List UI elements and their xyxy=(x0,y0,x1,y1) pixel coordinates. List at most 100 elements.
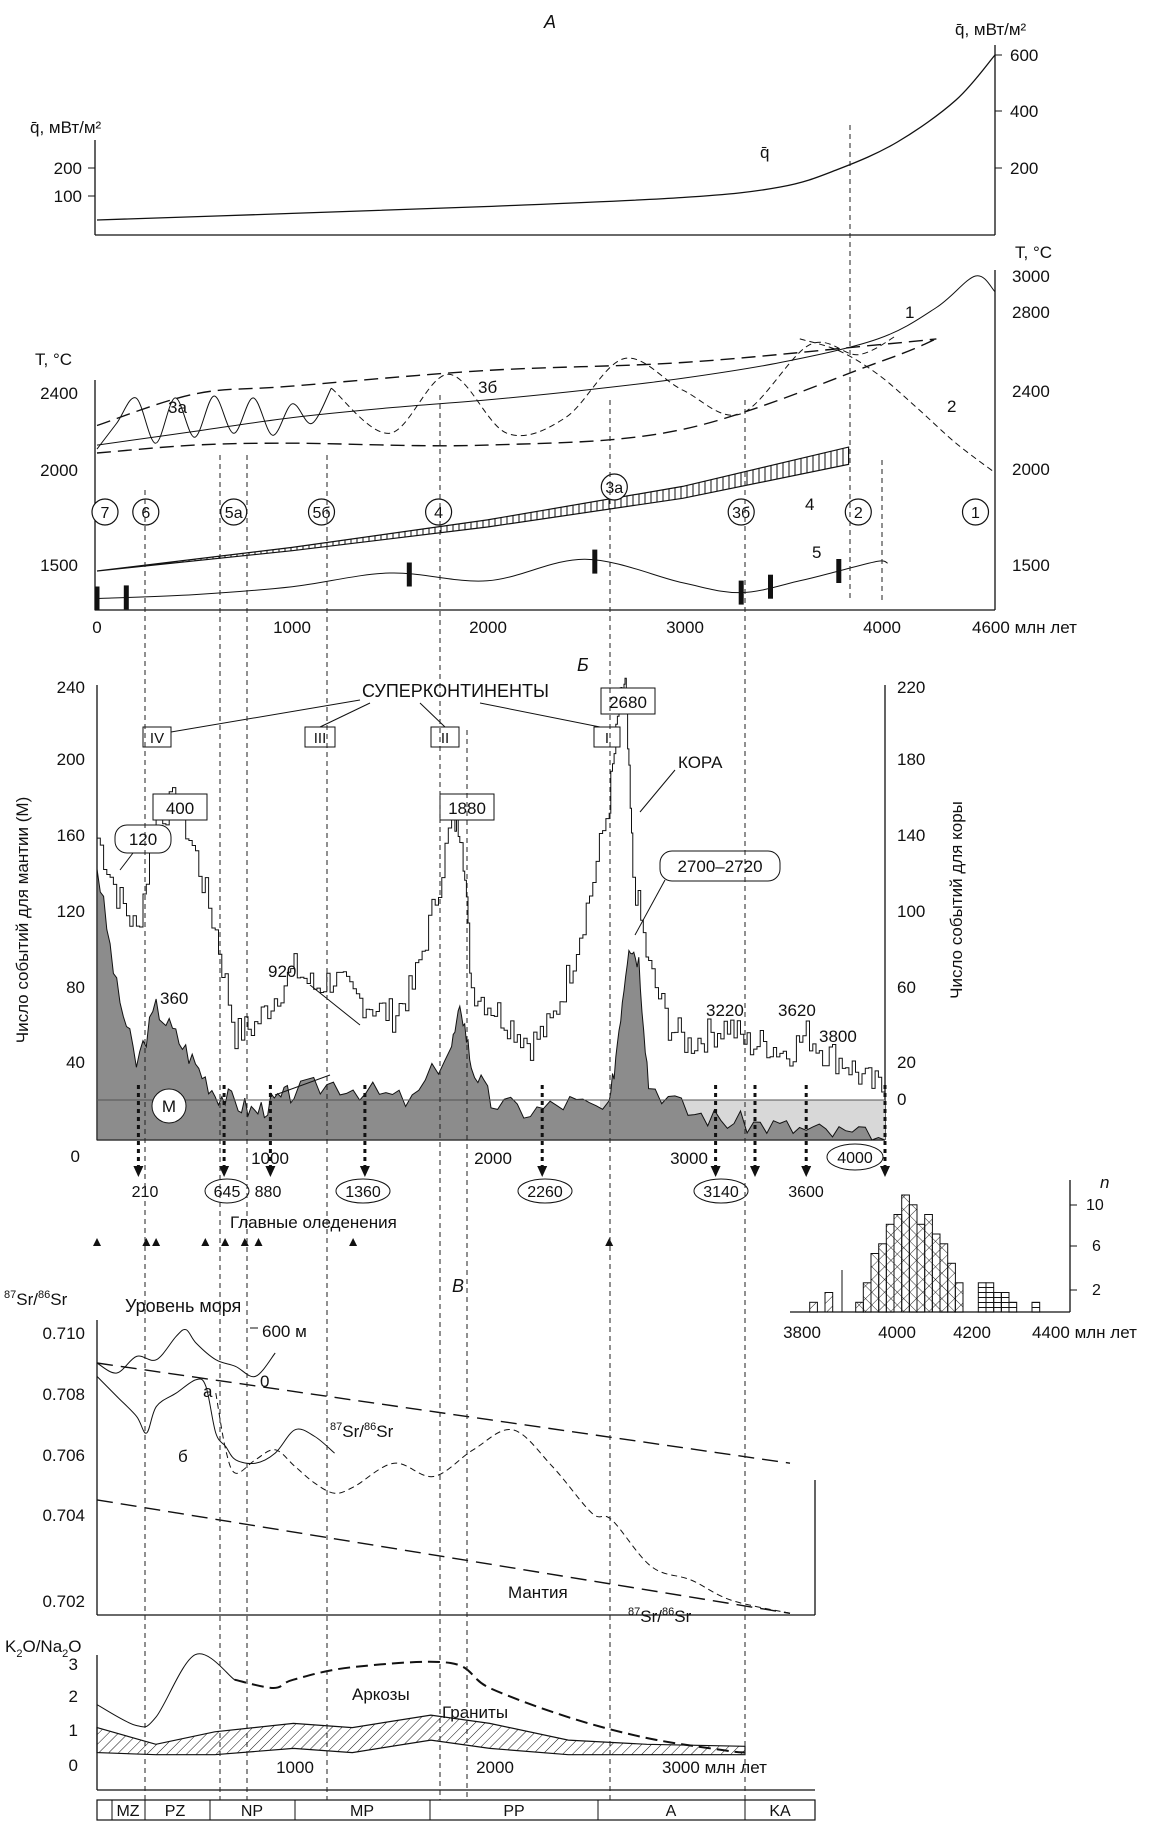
era-mp: MP xyxy=(350,1803,374,1820)
sr2-sr: Sr/ xyxy=(640,1607,662,1626)
sr-axis-sup-87: 87 xyxy=(4,1289,16,1301)
curve-5-marker-0 xyxy=(94,586,100,611)
low-2260-ring xyxy=(517,1178,573,1204)
k2o-sub-2b: 2 xyxy=(62,1648,68,1660)
temp-right-tick-2400: 2400 xyxy=(1012,382,1050,401)
histogram-bars xyxy=(809,1194,1041,1313)
k2o-o2: O xyxy=(68,1637,81,1656)
heat-flow-curve xyxy=(96,54,996,221)
low-labels: 210 645 880 1360 2260 3140 3600 4000 xyxy=(132,1143,884,1204)
low-1360: 1360 xyxy=(345,1184,381,1201)
curve-3a xyxy=(96,387,332,450)
k2o-x-unit: млн лет xyxy=(705,1758,768,1777)
supercontinents-title: СУПЕРКОНТИНЕНТЫ xyxy=(362,681,549,701)
hist-n-label: n xyxy=(1100,1173,1109,1192)
hist-x-4000: 4000 xyxy=(878,1323,916,1342)
low-arrowhead-7 xyxy=(801,1166,812,1177)
hist-bar-18 xyxy=(993,1292,1002,1313)
curve-2 xyxy=(799,338,996,474)
sr-axis-label: 87Sr/86Sr xyxy=(4,1289,68,1309)
stage-marker-label-4: 7 xyxy=(101,505,110,522)
glaciation-2 xyxy=(152,1238,161,1246)
supercontinent-iii: III xyxy=(314,730,327,747)
temp-x-tick-2000: 2000 xyxy=(469,618,507,637)
peak-360: 360 xyxy=(160,989,188,1008)
stage-marker-0 xyxy=(961,498,990,526)
sr-tick-0708: 0.708 xyxy=(42,1385,85,1404)
curve-5-markers xyxy=(94,549,842,611)
sr-tick-0710: 0.710 xyxy=(42,1324,85,1343)
low-arrows xyxy=(133,1085,890,1177)
peak-400: 400 xyxy=(166,799,194,818)
label-curve-2: 2 xyxy=(947,397,956,416)
curve-5-marker-6 xyxy=(836,559,842,583)
stage-marker-label-5: 5а xyxy=(225,505,243,522)
temp-right-tick-1500: 1500 xyxy=(1012,556,1050,575)
mantle-badge xyxy=(151,1088,187,1124)
supercontinent-i: I xyxy=(605,730,609,747)
curve-5-marker-4 xyxy=(738,580,744,605)
hist-bar-3 xyxy=(862,1282,872,1313)
mantle-axis-label: Число событий для мантии (М) xyxy=(13,797,32,1044)
k2o-o: O/Na xyxy=(22,1637,62,1656)
low-arrowhead-1 xyxy=(219,1166,230,1177)
curve-5-marker-3 xyxy=(592,549,598,574)
stage-marker-6 xyxy=(307,498,336,526)
era-pz: PZ xyxy=(165,1803,186,1820)
mantle-ticks: 240 200 160 120 80 40 0 xyxy=(57,678,85,1166)
glaciation-6 xyxy=(254,1238,263,1246)
label-a: а xyxy=(203,1382,213,1401)
era-mz: MZ xyxy=(116,1803,139,1820)
peak-920: 920 xyxy=(268,962,296,981)
hist-bar-12 xyxy=(931,1233,941,1313)
hist-bar-19 xyxy=(1000,1292,1010,1313)
low-3140-ring xyxy=(693,1178,749,1204)
stage-marker-label-0: 1 xyxy=(971,505,980,522)
hist-bar-7 xyxy=(893,1214,903,1313)
low-arrowhead-6 xyxy=(750,1166,760,1177)
temp-left-tick-1500: 1500 xyxy=(40,556,78,575)
temp-right-tick-2800: 2800 xyxy=(1012,303,1050,322)
hist-bar-14 xyxy=(947,1262,956,1313)
crust-tick-0: 0 xyxy=(897,1090,906,1109)
temp-x-tick-4600: 4600 млн лет xyxy=(972,618,1077,637)
label-curve-1: 1 xyxy=(905,303,914,322)
q-curve-label: q̄ xyxy=(760,143,769,162)
granites-label: Граниты xyxy=(442,1703,508,1722)
low-4000: 4000 xyxy=(837,1150,873,1167)
sc-leader-ii xyxy=(419,702,446,728)
temp-right-tick-3000: 3000 xyxy=(1012,267,1050,286)
curve-4-band xyxy=(96,446,850,572)
peak-3220: 3220 xyxy=(706,1001,744,1020)
peak-1880: 1880 xyxy=(448,799,486,818)
hist-bar-10 xyxy=(916,1223,926,1313)
q-right-tick-200: 200 xyxy=(1010,159,1038,178)
glaciation-5 xyxy=(240,1238,249,1246)
sr-tick-0702: 0.702 xyxy=(42,1592,85,1611)
low-645: 645 xyxy=(214,1184,241,1201)
crust-tick-60: 60 xyxy=(897,978,916,997)
hist-ytick-2: 2 xyxy=(1092,1282,1101,1299)
sea-level-curve xyxy=(96,1328,276,1378)
q-left-tick-100: 100 xyxy=(54,187,82,206)
glaciations-label: Главные оледенения xyxy=(230,1213,397,1232)
mantle-area xyxy=(96,868,886,1141)
sr2-sr2: Sr xyxy=(674,1607,691,1626)
sr-curve-label-2: 87Sr/86Sr xyxy=(628,1606,692,1626)
sr-curve-b xyxy=(215,1393,791,1614)
peak-labels: 120 400 1880 2680 2700–2720 360 920 3220… xyxy=(114,687,857,1124)
stage-marker-label-7: 3а xyxy=(605,480,623,497)
hist-bar-15 xyxy=(954,1282,964,1313)
hist-bar-17 xyxy=(985,1282,995,1313)
era-ka: KA xyxy=(769,1803,791,1820)
q-right-tick-400: 400 xyxy=(1010,102,1038,121)
q-right-tick-600: 600 xyxy=(1010,46,1038,65)
era-pp: PP xyxy=(503,1803,524,1820)
temp-right-tick-2000: 2000 xyxy=(1012,460,1050,479)
sc-leader-iii xyxy=(319,702,371,728)
hist-bar-11 xyxy=(924,1214,933,1313)
mantle-tick-200: 200 xyxy=(57,750,85,769)
mantle-label: Мантия xyxy=(508,1583,568,1602)
k2o-x-2000: 2000 xyxy=(476,1758,514,1777)
crust-label-leader xyxy=(639,769,676,813)
